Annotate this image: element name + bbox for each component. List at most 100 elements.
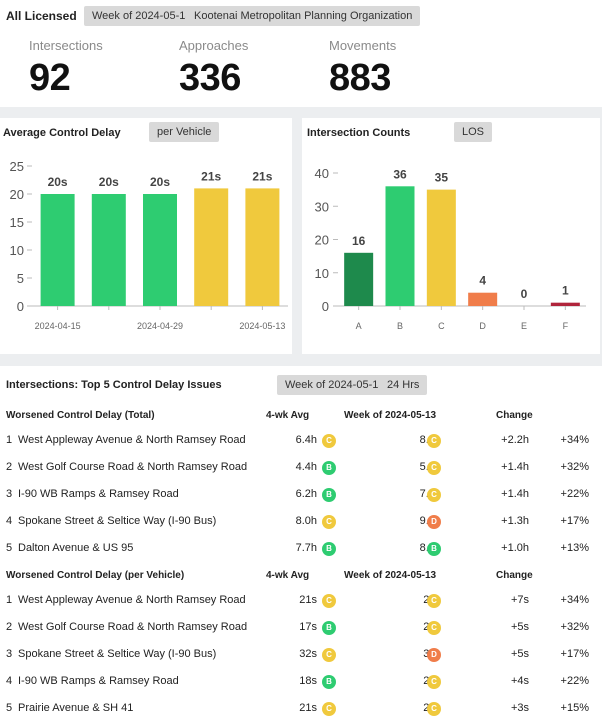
intersection-name[interactable]: I-90 WB Ramps & Ramsey Road (18, 488, 179, 500)
bar-value-label: 21s (201, 169, 221, 183)
count-bar (550, 302, 580, 306)
los-badge: C (322, 702, 336, 716)
section-heading: Worsened Control Delay (per Vehicle) (6, 570, 185, 581)
intersection-name[interactable]: West Golf Course Road & North Ramsey Roa… (18, 461, 248, 473)
issues-title: Intersections: Top 5 Control Delay Issue… (6, 379, 222, 391)
delay-bar (143, 194, 177, 306)
y-tick-label: 40 (315, 166, 329, 181)
los-badge: B (322, 542, 336, 556)
change-percent: +34% (560, 434, 589, 446)
change-percent: +22% (560, 675, 589, 687)
x-tick-label: 2024-05-13 (239, 321, 285, 331)
table-row[interactable]: 1 West Appleway Avenue & North Ramsey Roa… (0, 591, 602, 611)
change-value: +1.4h (501, 461, 529, 473)
los-badge: B (322, 461, 336, 475)
four-week-avg-value: 21s (299, 702, 317, 714)
stat-value: 92 (29, 57, 71, 99)
col-header-4wk-avg: 4-wk Avg (266, 410, 310, 421)
week-filter-chip[interactable]: Week of 2024-05-13 (84, 6, 200, 26)
stat-approaches[interactable]: Approaches 336 (179, 38, 248, 100)
los-badge: C (427, 434, 441, 448)
intersection-name[interactable]: I-90 WB Ramps & Ramsey Road (18, 675, 179, 687)
x-tick-label: C (438, 321, 445, 331)
los-badge: C (427, 594, 441, 608)
stat-movements[interactable]: Movements 883 (329, 38, 396, 100)
four-week-avg-value: 32s (299, 648, 317, 660)
count-bar (385, 186, 415, 306)
delay-bar (245, 188, 280, 306)
los-badge: B (427, 542, 441, 556)
intersection-name[interactable]: Spokane Street & Seltice Way (I-90 Bus) (18, 648, 217, 660)
los-badge: B (322, 621, 336, 635)
los-badge: B (322, 675, 336, 689)
change-value: +5s (510, 621, 529, 633)
average-control-delay-card: Average Control Delay per Vehicle 0 5 10 15… (0, 118, 292, 354)
table-row[interactable]: 4I-90 WB Ramps & Ramsey Road18s22s+4s+22… (0, 672, 602, 692)
change-value: +1.3h (501, 515, 529, 527)
intersection-name[interactable]: Prairie Avenue & SH 41 (18, 702, 134, 714)
table-row[interactable]: 3I-90 WB Ramps & Ramsey Road6.2h7.6h+1.4… (0, 485, 602, 505)
four-week-avg-value: 18s (299, 675, 317, 687)
los-badge: C (322, 515, 336, 529)
los-badge: C (322, 434, 336, 448)
delay-bar (91, 194, 126, 306)
section-header: Worsened Control Delay (Total) 4-wk Avg We… (0, 410, 602, 426)
four-week-avg-value: 7.7h (295, 542, 317, 554)
col-header-change: Change (496, 570, 533, 581)
row-index: 4 (6, 675, 13, 687)
change-percent: +13% (560, 542, 589, 554)
row-index: 2 (6, 461, 13, 473)
los-badge: C (322, 648, 336, 662)
change-value: +7s (510, 594, 529, 606)
intersection-name[interactable]: West Appleway Avenue & North Ramsey Road (18, 434, 246, 446)
issues-week-chip[interactable]: Week of 2024-05-13 (277, 375, 393, 395)
x-tick-label: E (521, 321, 527, 331)
change-percent: +15% (560, 702, 589, 714)
intersection-name[interactable]: Dalton Avenue & US 95 (18, 542, 134, 554)
change-percent: +17% (560, 648, 589, 660)
los-badge: C (427, 621, 441, 635)
bar-value-label: 16 (352, 234, 366, 248)
stat-intersections[interactable]: Intersections 92 (29, 38, 103, 100)
table-row[interactable]: 2 West Golf Course Road & North Ramsey Ro… (0, 458, 602, 478)
section-header: Worsened Control Delay (per Vehicle) 4-wk… (0, 570, 602, 586)
stat-value: 336 (179, 57, 241, 99)
bar-value-label: 4 (479, 274, 486, 288)
table-row[interactable]: 1 West Appleway Avenue & North Ramsey Roa… (0, 431, 602, 451)
delay-bar (40, 194, 75, 306)
table-row[interactable]: 3 Spokane Street & Seltice Way (I-90 Bus)… (0, 645, 602, 665)
intersection-name[interactable]: West Golf Course Road & North Ramsey Roa… (18, 621, 248, 633)
organization-filter-chip[interactable]: Kootenai Metropolitan Planning Organizat… (186, 6, 421, 26)
bar-value-label: 20s (150, 175, 170, 189)
los-badge: C (427, 702, 441, 716)
intersection-name[interactable]: Spokane Street & Seltice Way (I-90 Bus) (18, 515, 217, 527)
col-header-4wk-avg: 4-wk Avg (266, 570, 310, 581)
row-index: 3 (6, 648, 13, 660)
summary-card: All Licensed Week of 2024-05-13 Kootenai… (0, 0, 602, 107)
four-week-avg-value: 21s (299, 594, 317, 606)
table-row[interactable]: 2 West Golf Course Road & North Ramsey Ro… (0, 618, 602, 638)
count-bar (344, 252, 374, 306)
y-tick-label: 25 (10, 159, 24, 174)
change-value: +2.2h (501, 434, 529, 446)
intersection-name[interactable]: West Appleway Avenue & North Ramsey Road (18, 594, 246, 606)
per-vehicle-toggle[interactable]: per Vehicle (149, 122, 220, 142)
y-tick-label: 20 (315, 233, 329, 248)
counts-bar-chart: 0 10 20 30 40 16 A 36 B 35 C 4 D 0 E 1 F (315, 166, 586, 331)
section-heading: Worsened Control Delay (Total) (6, 410, 155, 421)
count-bar (468, 292, 498, 306)
stat-label: Approaches (179, 38, 249, 53)
change-value: +1.4h (501, 488, 529, 500)
intersection-counts-card: Intersection Counts LOS 0 10 20 30 40 16 A 36 B 3… (302, 118, 600, 354)
change-value: +1.0h (501, 542, 529, 554)
los-badge: D (427, 648, 441, 662)
count-bar (426, 189, 456, 306)
bar-value-label: 36 (393, 167, 407, 181)
row-index: 3 (6, 488, 13, 500)
los-toggle[interactable]: LOS (454, 122, 493, 142)
table-row[interactable]: 4 Spokane Street & Seltice Way (I-90 Bus)… (0, 512, 602, 532)
issues-hours-chip[interactable]: 24 Hrs (379, 375, 428, 395)
x-tick-label: 2024-04-29 (137, 321, 183, 331)
